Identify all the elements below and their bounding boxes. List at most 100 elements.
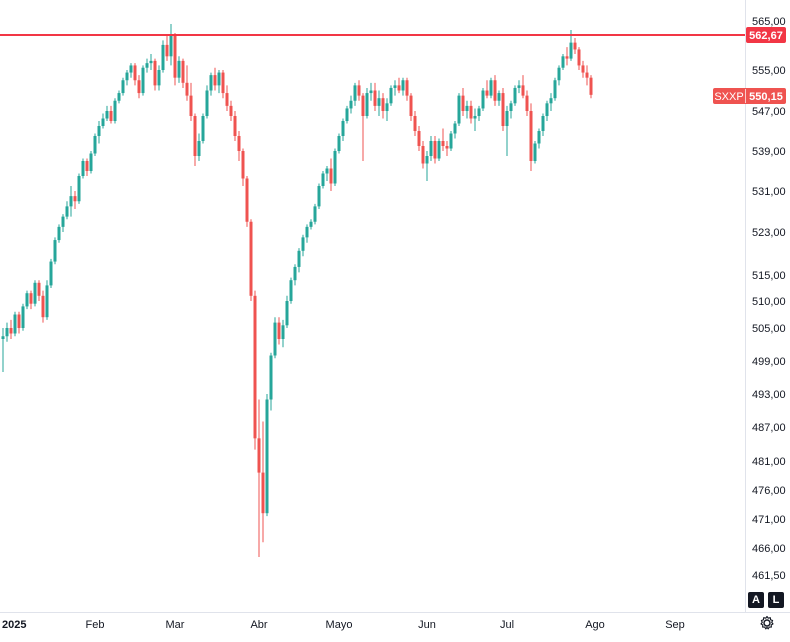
candle-body[interactable] — [129, 65, 133, 73]
candle-body[interactable] — [541, 116, 545, 131]
candle-body[interactable] — [329, 168, 333, 184]
candle-body[interactable] — [73, 196, 77, 202]
candle-body[interactable] — [1, 336, 5, 339]
candle-body[interactable] — [193, 116, 197, 156]
candle-body[interactable] — [29, 293, 33, 304]
candle-body[interactable] — [41, 295, 45, 318]
candle-body[interactable] — [185, 82, 189, 96]
candle-body[interactable] — [141, 67, 145, 94]
candle-body[interactable] — [137, 80, 141, 94]
candle-body[interactable] — [325, 168, 329, 174]
candle-body[interactable] — [205, 90, 209, 117]
candle-body[interactable] — [585, 72, 589, 78]
candle-body[interactable] — [457, 95, 461, 124]
candle-body[interactable] — [465, 105, 469, 111]
candle-body[interactable] — [33, 282, 37, 304]
candle-body[interactable] — [285, 301, 289, 326]
candle-body[interactable] — [181, 60, 185, 83]
candle-body[interactable] — [309, 221, 313, 227]
candle-body[interactable] — [45, 285, 49, 318]
candle-body[interactable] — [281, 325, 285, 339]
candle-body[interactable] — [533, 143, 537, 162]
candle-body[interactable] — [85, 161, 89, 171]
candle-body[interactable] — [377, 98, 381, 106]
candle-body[interactable] — [473, 116, 477, 119]
candle-body[interactable] — [93, 136, 97, 154]
candle-body[interactable] — [509, 103, 513, 111]
candle-body[interactable] — [117, 93, 121, 101]
candle-body[interactable] — [405, 80, 409, 96]
candle-body[interactable] — [517, 85, 521, 88]
candle-body[interactable] — [21, 306, 25, 328]
candle-body[interactable] — [361, 95, 365, 116]
candle-body[interactable] — [401, 80, 405, 91]
candle-body[interactable] — [217, 72, 221, 86]
candle-body[interactable] — [293, 266, 297, 281]
candle-body[interactable] — [521, 85, 525, 96]
candle-body[interactable] — [101, 118, 105, 127]
candle-body[interactable] — [333, 151, 337, 184]
log-scale-button[interactable]: L — [768, 592, 784, 608]
candle-body[interactable] — [393, 85, 397, 88]
candle-body[interactable] — [493, 80, 497, 101]
candle-body[interactable] — [105, 111, 109, 119]
candle-body[interactable] — [13, 314, 17, 334]
candle-body[interactable] — [209, 75, 213, 91]
candle-body[interactable] — [421, 146, 425, 164]
candle-body[interactable] — [577, 49, 581, 66]
candle-body[interactable] — [433, 141, 437, 159]
candle-body[interactable] — [145, 63, 149, 68]
candle-body[interactable] — [477, 108, 481, 116]
candle-body[interactable] — [25, 293, 29, 307]
candle-body[interactable] — [53, 240, 57, 262]
candle-body[interactable] — [341, 121, 345, 136]
candle-body[interactable] — [481, 90, 485, 109]
candle-body[interactable] — [273, 322, 277, 356]
auto-scale-button[interactable]: A — [748, 592, 764, 608]
candle-body[interactable] — [157, 70, 161, 86]
candle-body[interactable] — [297, 250, 301, 267]
candle-body[interactable] — [437, 141, 441, 159]
candle-body[interactable] — [109, 111, 113, 121]
candle-body[interactable] — [241, 151, 245, 179]
candle-body[interactable] — [589, 77, 593, 95]
candle-body[interactable] — [569, 42, 573, 59]
candle-body[interactable] — [189, 95, 193, 116]
candle-body[interactable] — [389, 87, 393, 104]
candle-body[interactable] — [169, 35, 173, 57]
candle-body[interactable] — [321, 173, 325, 187]
candle-body[interactable] — [57, 226, 61, 241]
candle-body[interactable] — [469, 105, 473, 119]
candle-body[interactable] — [489, 80, 493, 96]
candle-body[interactable] — [229, 105, 233, 116]
candle-body[interactable] — [497, 93, 501, 101]
candle-body[interactable] — [249, 221, 253, 296]
candle-body[interactable] — [225, 93, 229, 106]
candle-body[interactable] — [357, 85, 361, 96]
candle-body[interactable] — [257, 438, 261, 473]
candle-body[interactable] — [245, 178, 249, 222]
candle-body[interactable] — [537, 131, 541, 144]
candle-body[interactable] — [121, 80, 125, 94]
candle-body[interactable] — [153, 60, 157, 86]
candle-body[interactable] — [429, 141, 433, 156]
candle-body[interactable] — [573, 42, 577, 50]
candle-body[interactable] — [233, 116, 237, 136]
candle-body[interactable] — [313, 206, 317, 222]
candle-body[interactable] — [213, 75, 217, 86]
candle-body[interactable] — [545, 103, 549, 116]
candle-body[interactable] — [413, 116, 417, 131]
candle-body[interactable] — [149, 60, 153, 64]
candle-body[interactable] — [161, 44, 165, 70]
candle-body[interactable] — [253, 295, 257, 439]
candle-body[interactable] — [365, 93, 369, 116]
candle-body[interactable] — [289, 280, 293, 301]
candle-body[interactable] — [337, 136, 341, 151]
candle-body[interactable] — [9, 328, 13, 334]
candle-body[interactable] — [441, 141, 445, 146]
candle-body[interactable] — [269, 355, 273, 400]
candle-body[interactable] — [201, 116, 205, 141]
candle-body[interactable] — [89, 153, 93, 172]
